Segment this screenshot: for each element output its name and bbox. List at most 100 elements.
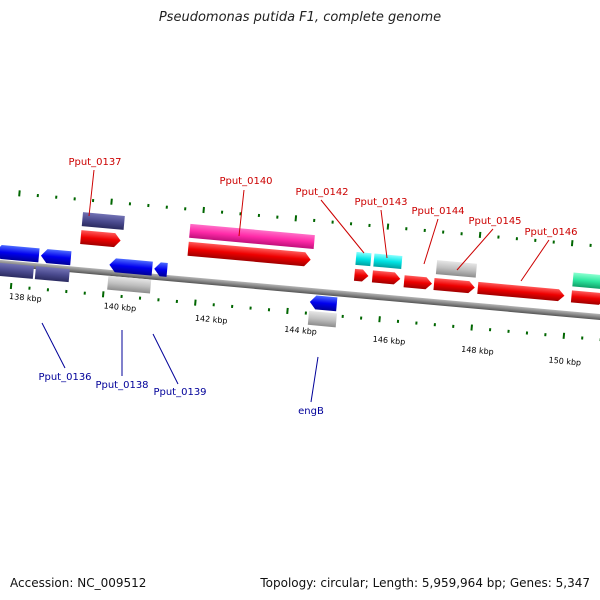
upper-tick [276, 215, 279, 219]
leader-line-pput_0145 [456, 228, 494, 271]
upper-tick [442, 230, 445, 234]
gene-label-pput_0144[interactable]: Pput_0144 [411, 206, 464, 217]
upper-tick [220, 210, 224, 214]
upper-tick [386, 223, 390, 230]
lower-tick [157, 298, 160, 302]
leader-line-pput_0146 [520, 239, 550, 282]
lower-tick [415, 321, 418, 325]
scale-label-5: 148 kbp [461, 345, 494, 357]
gene-arrow-pput-0138[interactable] [109, 258, 153, 276]
gene-arrow-pput-0144[interactable] [403, 275, 433, 290]
map-title: Pseudomonas putida F1, complete genome [158, 10, 442, 25]
upper-tick [294, 215, 298, 222]
cog-box-pput-0145 [435, 260, 477, 278]
upper-tick [202, 206, 205, 214]
gene-label-pput_0136[interactable]: Pput_0136 [38, 372, 91, 383]
lower-tick [249, 306, 252, 310]
upper-tick [423, 228, 426, 233]
cog-box-pput-0143 [373, 253, 403, 269]
cog-box-next-gene [572, 272, 600, 290]
gene-arrow-pput-0143[interactable] [371, 270, 401, 285]
upper-tick [497, 235, 500, 239]
cog-box-pput-0136 [34, 266, 70, 283]
topology-text: Topology: circular; Length: 5,959,964 bp… [260, 576, 590, 590]
scale-label-6: 150 kbp [548, 356, 581, 368]
upper-tick [534, 238, 537, 242]
upper-tick [73, 197, 76, 201]
lower-tick [581, 336, 584, 340]
upper-tick [313, 218, 316, 223]
lower-tick [378, 316, 381, 323]
lower-tick [470, 324, 473, 331]
cog-box-pput-0137 [81, 212, 125, 230]
upper-tick [36, 193, 39, 198]
scale-label-0: 138 kbp [9, 292, 42, 304]
lower-tick [194, 299, 197, 306]
scale-label-3: 144 kbp [284, 325, 317, 337]
upper-tick [368, 223, 371, 228]
upper-tick [184, 207, 187, 211]
lower-tick [83, 291, 86, 295]
lower-tick [433, 323, 436, 327]
cog-box-pput-0135 [0, 262, 34, 279]
lower-tick [341, 314, 344, 318]
gene-label-pput_0140[interactable]: Pput_0140 [219, 176, 272, 187]
gene-label-pput_0145[interactable]: Pput_0145 [468, 216, 521, 227]
upper-tick [147, 203, 150, 208]
leader-line-engb [310, 356, 319, 403]
lower-tick [46, 288, 50, 292]
cog-box-pput-0140 [189, 223, 315, 250]
upper-tick [552, 240, 555, 244]
gene-label-pput_0146[interactable]: Pput_0146 [524, 227, 577, 238]
accession-text: Accession: NC_009512 [10, 576, 147, 590]
gene-arrow-pput-0139[interactable] [154, 262, 168, 277]
leader-line-pput_0140 [238, 189, 245, 237]
leader-line-pput_0137 [88, 169, 95, 217]
gene-arrow-pput-0146[interactable] [477, 281, 565, 302]
cog-box-engb [307, 310, 337, 328]
scale-label-2: 142 kbp [195, 314, 228, 326]
leader-line-pput_0136 [41, 322, 66, 369]
upper-tick [478, 231, 482, 238]
gene-arrow-pput-0142[interactable] [353, 268, 369, 282]
gene-label-pput_0142[interactable]: Pput_0142 [295, 187, 348, 198]
gene-arrow-pput-0140[interactable] [187, 241, 312, 267]
gene-label-pput_0137[interactable]: Pput_0137 [68, 157, 121, 168]
gene-arrow-pput-0137[interactable] [80, 230, 121, 248]
lower-tick [507, 329, 510, 333]
gene-arrow-pput-0136[interactable] [40, 249, 72, 266]
lower-tick [212, 303, 215, 307]
lower-tick [9, 282, 13, 290]
cog-box-pput-0138 [107, 275, 152, 294]
lower-tick [304, 311, 307, 315]
upper-tick [128, 202, 132, 206]
upper-tick [349, 222, 353, 226]
lower-tick [28, 286, 31, 290]
gene-arrow-pput-0145[interactable] [433, 277, 475, 294]
upper-tick-row [18, 190, 592, 247]
upper-tick [55, 195, 58, 199]
gene-label-pput_0143[interactable]: Pput_0143 [354, 197, 407, 208]
lower-tick [452, 324, 455, 328]
leader-line-pput_0144 [423, 218, 439, 265]
gene-label-pput_0139[interactable]: Pput_0139 [153, 387, 206, 398]
lower-tick [138, 296, 142, 300]
lower-tick [525, 331, 529, 335]
gene-arrow-engb[interactable] [309, 295, 338, 312]
lower-tick [101, 291, 105, 298]
upper-tick [257, 213, 261, 218]
upper-tick [460, 232, 463, 236]
upper-tick [331, 220, 334, 224]
upper-tick [570, 240, 574, 247]
lower-tick [562, 332, 566, 339]
leader-line-pput_0139 [152, 333, 179, 385]
gene-arrow-pput-0135[interactable] [0, 244, 40, 263]
gene-label-pput_0138[interactable]: Pput_0138 [95, 380, 148, 391]
lower-tick [65, 289, 68, 294]
gene-label-engb[interactable]: engB [298, 406, 324, 417]
upper-tick [91, 198, 95, 203]
lower-tick [396, 319, 400, 323]
gene-arrow-next-gene[interactable] [570, 290, 600, 305]
lower-tick [359, 316, 363, 320]
